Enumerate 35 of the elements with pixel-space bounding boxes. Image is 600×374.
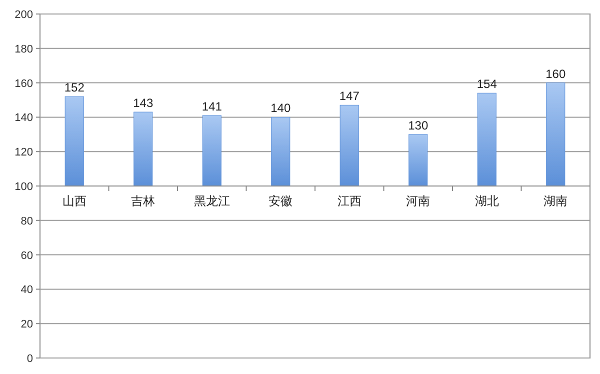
bar [477,92,496,186]
y-tick-label: 80 [20,215,33,228]
data-label: 147 [339,89,360,104]
data-label: 154 [476,77,498,92]
x-tick-label: 湖北 [474,194,499,208]
y-tick-label: 100 [14,181,33,193]
y-tick-label: 20 [20,318,33,331]
data-label: 141 [202,99,222,114]
data-label: 160 [546,66,566,81]
data-label: 152 [64,80,85,95]
x-tick-label: 江西 [337,194,362,208]
x-tick-label: 湖南 [544,194,568,208]
y-tick-label: 40 [20,284,33,296]
data-label: 143 [133,96,154,110]
bar [64,96,84,186]
y-tick-label: 160 [14,78,33,90]
data-label: 130 [408,118,428,132]
y-tick-label: 140 [14,112,33,124]
y-tick-label: 120 [14,146,33,159]
data-label: 140 [270,101,291,116]
bar [546,82,566,186]
y-tick-label: 0 [26,353,33,365]
x-tick-label: 山西 [62,194,86,208]
y-tick-label: 200 [14,9,33,21]
bar [340,104,359,186]
bar [202,115,222,186]
bar [271,116,290,186]
x-tick-label: 安徽 [268,194,293,208]
x-tick-label: 吉林 [131,194,156,208]
bar [408,134,428,186]
y-tick-label: 60 [20,250,33,262]
bar [134,112,153,186]
x-tick-label: 河南 [406,194,430,208]
x-tick-label: 黑龙江 [194,194,230,208]
y-tick-label: 180 [14,43,33,56]
